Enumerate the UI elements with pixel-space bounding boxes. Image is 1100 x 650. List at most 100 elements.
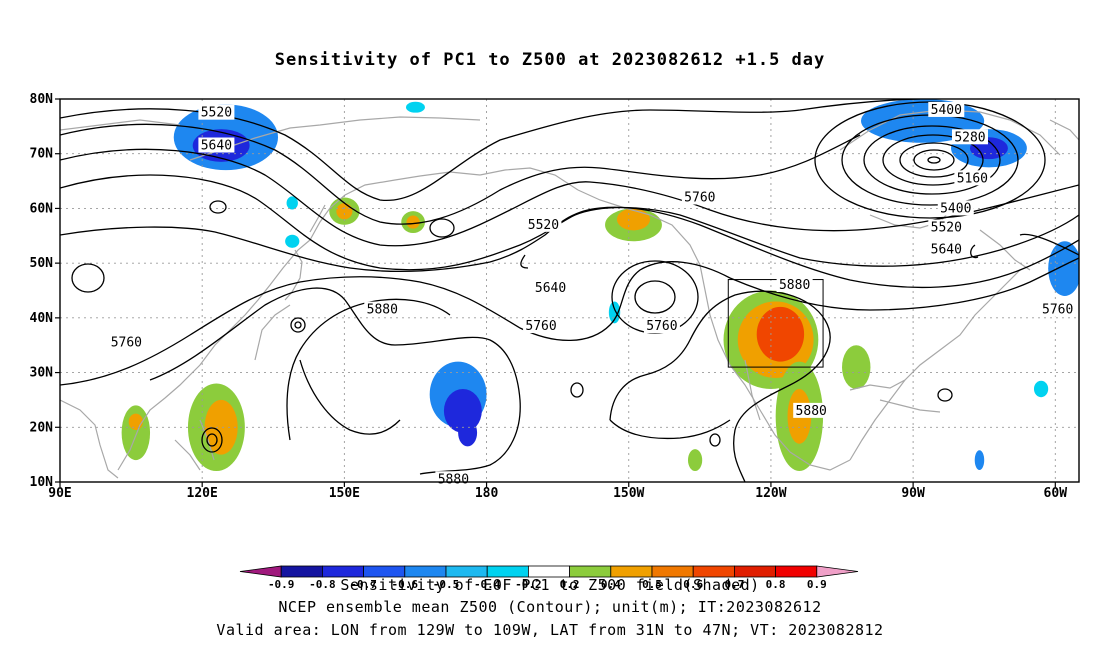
contour-label-text: 5640 bbox=[931, 242, 962, 257]
contour-label-text: 5400 bbox=[931, 103, 962, 118]
contour-line bbox=[149, 287, 521, 475]
colorbar-label: -0.9 bbox=[268, 578, 295, 591]
lat-tick-label: 10N bbox=[30, 475, 54, 490]
contour-line bbox=[60, 99, 921, 202]
contour-line bbox=[863, 125, 1001, 195]
contour-label: 5880 bbox=[776, 277, 813, 293]
axis-ticks: 10N 20N 30N 40N 50N 60N 70N 80N 90E 120E 150E 180 15… bbox=[30, 92, 1068, 501]
contour-label: 5640 bbox=[928, 241, 965, 257]
contour-label-bg bbox=[954, 170, 991, 186]
shading-region bbox=[121, 405, 151, 461]
lon-tick-label: 150W bbox=[613, 486, 644, 501]
contour-label-text: 5760 bbox=[111, 335, 142, 350]
contour-label-bg bbox=[937, 200, 974, 216]
contour-label-bg bbox=[364, 301, 401, 317]
lat-tick-label: 20N bbox=[30, 420, 54, 435]
shading-region bbox=[687, 449, 703, 472]
contour-line bbox=[609, 290, 831, 482]
contour-line bbox=[1019, 233, 1079, 256]
contour-line bbox=[294, 321, 302, 329]
contour-line bbox=[913, 149, 955, 171]
contour-line bbox=[60, 148, 1079, 247]
contour-label: 5880 bbox=[435, 471, 472, 487]
lon-tick-label: 120W bbox=[755, 486, 786, 501]
lat-tick-label: 40N bbox=[30, 311, 54, 326]
shading-region bbox=[974, 450, 985, 470]
contour-label: 5400 bbox=[928, 101, 965, 118]
contour-label-text: 5520 bbox=[528, 218, 559, 233]
map-grid bbox=[60, 99, 1079, 482]
contour-label: 5520 bbox=[928, 219, 965, 236]
lon-tick-label: 180 bbox=[475, 486, 499, 501]
coastlines bbox=[60, 109, 1079, 479]
contour-label: 5160 bbox=[954, 170, 991, 186]
lat-tick-label: 60N bbox=[30, 201, 54, 216]
colorbar-label: 0.8 bbox=[766, 578, 786, 591]
contour-line bbox=[60, 257, 1079, 386]
lon-tick-label: 90E bbox=[48, 486, 71, 501]
shading-region bbox=[616, 208, 651, 231]
contour-label-bg bbox=[793, 402, 830, 418]
contour-label-bg bbox=[198, 104, 235, 120]
contour-label-text: 5400 bbox=[940, 201, 971, 216]
contour-line bbox=[927, 156, 941, 164]
contour-line bbox=[201, 427, 223, 453]
contour-label-text: 5160 bbox=[957, 171, 988, 186]
shading-region bbox=[406, 215, 420, 229]
contour-line bbox=[609, 419, 731, 440]
contour-line bbox=[60, 123, 861, 225]
contour-label: 5760 bbox=[1039, 301, 1076, 318]
shading-region bbox=[204, 399, 238, 455]
contour-line bbox=[937, 388, 953, 402]
lon-tick-label: 60W bbox=[1044, 486, 1068, 501]
contour-label-bg bbox=[198, 137, 235, 153]
lat-tick-label: 50N bbox=[30, 256, 54, 271]
colorbar-label: 0.7 bbox=[724, 578, 744, 591]
shading-region bbox=[1048, 241, 1079, 296]
contour-label-text: 5880 bbox=[438, 472, 469, 487]
lat-tick-label: 30N bbox=[30, 366, 54, 381]
shading-region bbox=[336, 202, 353, 220]
contour-label-bg bbox=[108, 334, 145, 350]
contour-labels: 5520 5640 5400 5280 5160 5760 5520 5400 5520 5640… bbox=[108, 101, 1076, 487]
colorbar: -0.9 -0.8 -0.7 -0.6 -0.5 -0.4 -0.2 0.2 0.4 0.5 0.6… bbox=[239, 565, 859, 591]
contour-label-text: 5760 bbox=[684, 190, 715, 205]
contour-line bbox=[299, 359, 401, 435]
contour-line bbox=[209, 200, 227, 214]
colorbar-segment bbox=[816, 565, 859, 578]
colorbar-label: 0.2 bbox=[560, 578, 580, 591]
colorbar-label: 0.9 bbox=[807, 578, 827, 591]
colorbar-label: 0.4 bbox=[601, 578, 621, 591]
contour-label-text: 5880 bbox=[796, 404, 827, 419]
shading-region bbox=[756, 306, 805, 362]
contour-line bbox=[60, 174, 1079, 271]
contour-label: 5880 bbox=[793, 402, 830, 419]
lon-tick-label: 150E bbox=[329, 486, 360, 501]
colorbar-label: -0.5 bbox=[433, 578, 460, 591]
colorbar-label: 0.6 bbox=[683, 578, 703, 591]
z500-contours bbox=[60, 99, 1079, 482]
shading-region bbox=[286, 196, 298, 210]
shading-region bbox=[458, 419, 478, 447]
contour-line bbox=[634, 280, 676, 314]
contour-label-text: 5520 bbox=[201, 106, 232, 121]
contour-line bbox=[970, 244, 979, 259]
contour-label: 5520 bbox=[198, 104, 235, 121]
contour-label: 5760 bbox=[681, 189, 718, 205]
contour-label-text: 5640 bbox=[535, 281, 566, 296]
contour-label-bg bbox=[928, 241, 965, 257]
contour-label-bg bbox=[928, 219, 965, 235]
contour-line bbox=[71, 263, 105, 293]
contour-line bbox=[570, 382, 584, 398]
contour-label: 5880 bbox=[364, 301, 401, 318]
contour-label-bg bbox=[525, 216, 562, 232]
colorbar-label: -0.2 bbox=[515, 578, 542, 591]
contour-label-bg bbox=[1039, 301, 1076, 317]
contour-label: 5760 bbox=[108, 334, 145, 350]
valid-area-box bbox=[727, 279, 824, 368]
colorbar-label: 0.5 bbox=[642, 578, 662, 591]
contour-label-text: 5760 bbox=[525, 319, 556, 334]
colorbar-label: -0.6 bbox=[392, 578, 419, 591]
contour-line bbox=[60, 206, 1079, 289]
